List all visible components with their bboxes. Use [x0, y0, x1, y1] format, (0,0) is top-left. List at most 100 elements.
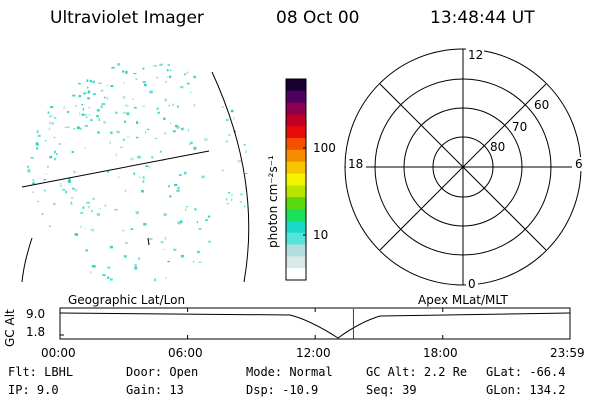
emission-pixel	[99, 208, 101, 210]
emission-pixel	[231, 193, 233, 197]
emission-pixel	[144, 83, 147, 87]
emission-pixel	[47, 165, 49, 168]
observation-time: 13:48:44 UT	[430, 8, 535, 28]
emission-pixel	[116, 111, 118, 114]
time-tick-label: 12:00	[296, 346, 331, 360]
emission-pixel	[123, 255, 127, 258]
emission-pixel	[81, 104, 84, 106]
status-gain: Gain: 13	[126, 383, 184, 397]
emission-pixel	[74, 233, 78, 236]
emission-pixel	[164, 98, 167, 102]
emission-pixel	[89, 79, 92, 83]
auroral-emission-speckles	[27, 63, 248, 282]
emission-pixel	[172, 130, 176, 133]
timeline-ymin-label: 1.8	[26, 325, 46, 339]
emission-pixel	[122, 229, 125, 232]
status-mode: Mode: Normal	[246, 365, 333, 379]
emission-pixel	[143, 222, 147, 226]
status-seq: Seq: 39	[366, 383, 417, 397]
terminator-line	[21, 150, 210, 188]
emission-pixel	[84, 125, 88, 127]
emission-pixel	[32, 179, 35, 182]
emission-pixel	[27, 170, 31, 173]
emission-pixel	[164, 237, 166, 240]
emission-pixel	[110, 131, 113, 135]
emission-pixel	[194, 208, 197, 211]
emission-pixel	[185, 208, 187, 211]
colorbar-segment	[286, 161, 306, 175]
emission-pixel	[142, 67, 145, 70]
emission-pixel	[204, 138, 208, 141]
lat-label-70: 70	[512, 120, 528, 134]
emission-pixel	[73, 171, 77, 173]
emission-pixel	[102, 274, 106, 276]
colorbar-segment	[286, 90, 306, 104]
emission-pixel	[82, 206, 85, 209]
emission-pixel	[75, 105, 77, 107]
emission-pixel	[225, 198, 228, 201]
emission-pixel	[123, 82, 125, 85]
emission-pixel	[231, 198, 233, 201]
emission-pixel	[82, 108, 85, 111]
emission-pixel	[148, 166, 151, 169]
emission-pixel	[101, 103, 106, 105]
emission-pixel	[72, 187, 75, 190]
emission-pixel	[244, 205, 246, 208]
emission-pixel	[167, 185, 170, 188]
emission-pixel	[100, 89, 104, 92]
emission-pixel	[240, 193, 243, 196]
emission-pixel	[36, 147, 39, 150]
emission-pixel	[225, 140, 228, 143]
emission-pixel	[226, 203, 229, 205]
emission-pixel	[35, 143, 39, 146]
emission-pixel	[88, 205, 90, 209]
emission-pixel	[98, 118, 100, 121]
emission-pixel	[225, 118, 229, 121]
emission-pixel	[32, 182, 36, 185]
emission-pixel	[88, 106, 90, 109]
colorbar-segment	[286, 149, 306, 163]
emission-pixel	[201, 175, 205, 179]
emission-pixel	[80, 127, 82, 130]
emission-pixel	[117, 63, 120, 66]
emission-pixel	[187, 129, 189, 132]
emission-pixel	[56, 153, 58, 155]
mlt-label-dusk: 18	[348, 157, 364, 171]
emission-pixel	[142, 175, 145, 179]
emission-pixel	[104, 96, 106, 99]
emission-pixel	[133, 172, 136, 175]
emission-pixel	[66, 126, 70, 128]
emission-pixel	[86, 79, 89, 82]
status-filter: Flt: LBHL	[8, 365, 74, 379]
emission-pixel	[96, 115, 99, 118]
emission-pixel	[120, 146, 124, 149]
emission-pixel	[96, 213, 101, 216]
emission-pixel	[186, 206, 188, 208]
emission-pixel	[126, 112, 130, 116]
emission-pixel	[49, 121, 53, 125]
emission-pixel	[137, 155, 141, 159]
emission-pixel	[156, 76, 158, 79]
emission-pixel	[168, 104, 170, 107]
emission-pixel	[153, 65, 157, 67]
emission-pixel	[166, 76, 169, 78]
emission-pixel	[115, 111, 118, 114]
emission-pixel	[53, 203, 56, 205]
emission-pixel	[207, 215, 211, 218]
emission-pixel	[233, 117, 235, 120]
emission-pixel	[178, 174, 182, 176]
time-tick-label: 00:00	[41, 346, 76, 360]
emission-pixel	[98, 82, 102, 84]
emission-pixel	[169, 75, 172, 79]
colorbar-segment	[286, 268, 306, 281]
emission-pixel	[184, 73, 186, 76]
mlt-label-midnight: 0	[468, 277, 476, 291]
emission-pixel	[134, 266, 138, 270]
emission-pixel	[193, 146, 197, 150]
emission-pixel	[60, 184, 62, 187]
emission-pixel	[50, 106, 54, 108]
emission-pixel	[106, 84, 109, 87]
emission-pixel	[176, 105, 179, 108]
emission-pixel	[160, 241, 164, 244]
emission-pixel	[156, 107, 159, 110]
